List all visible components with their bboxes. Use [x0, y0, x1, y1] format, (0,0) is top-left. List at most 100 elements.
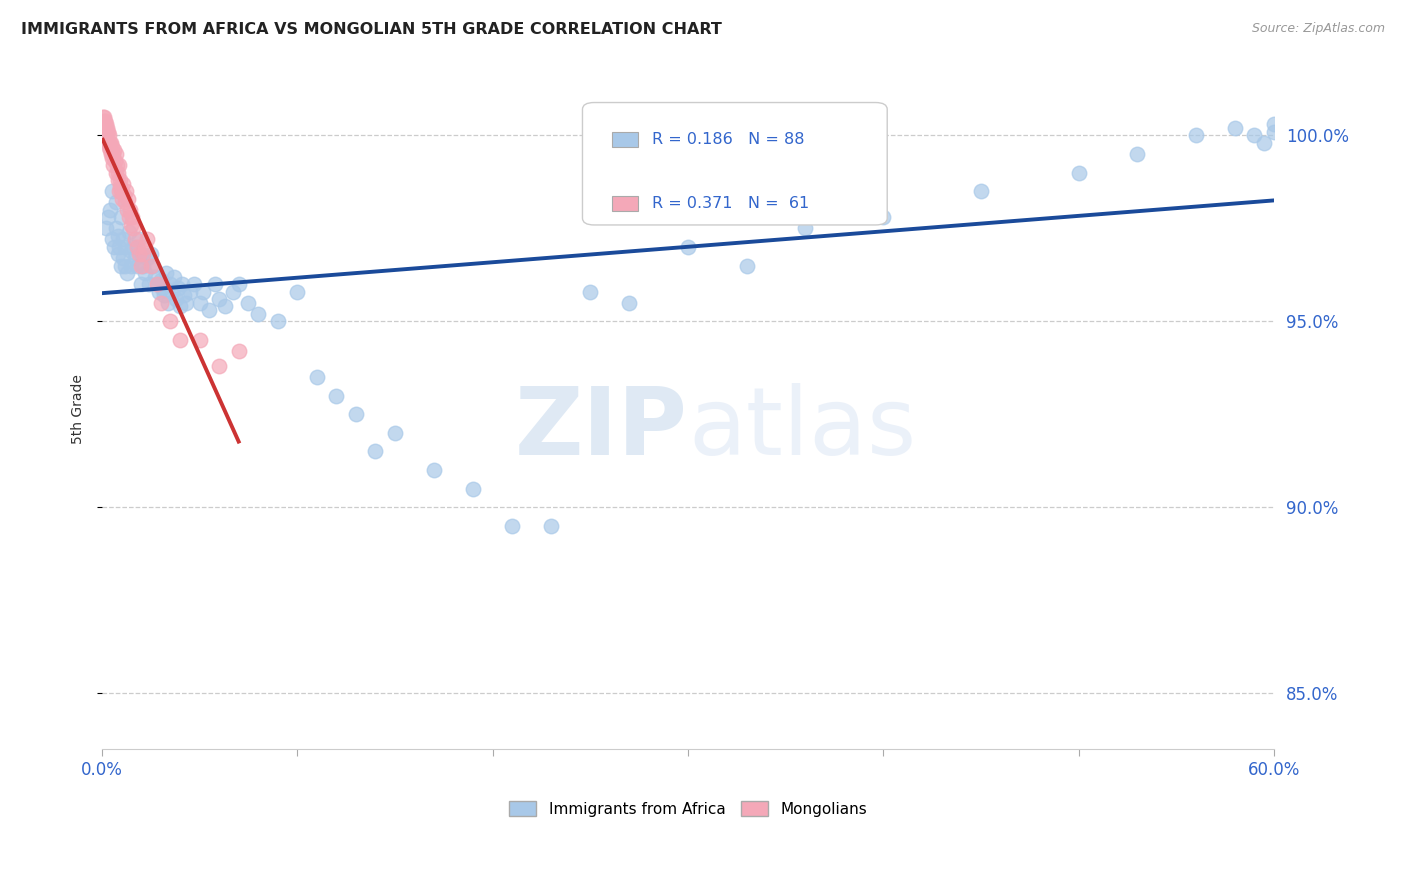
- Point: [100, 147, 122, 161]
- Point: [794, 221, 817, 235]
- FancyBboxPatch shape: [582, 103, 887, 225]
- Point: [110, 173, 132, 187]
- Point: [100, 184, 122, 198]
- Point: [153, 288, 176, 302]
- Point: [132, 259, 155, 273]
- Point: [132, 247, 155, 261]
- Point: [96, 120, 118, 135]
- Point: [204, 277, 226, 291]
- Point: [97, 210, 120, 224]
- Point: [540, 518, 562, 533]
- Point: [115, 184, 138, 198]
- Point: [247, 307, 270, 321]
- Text: R = 0.371   N =  61: R = 0.371 N = 61: [651, 195, 808, 211]
- Point: [138, 277, 160, 291]
- Point: [98, 143, 121, 157]
- Point: [501, 518, 523, 533]
- Point: [1253, 136, 1275, 150]
- Point: [108, 240, 131, 254]
- Point: [170, 277, 193, 291]
- Point: [107, 173, 129, 187]
- Point: [1067, 165, 1090, 179]
- Point: [112, 177, 135, 191]
- Point: [93, 110, 115, 124]
- Point: [108, 180, 131, 194]
- Point: [163, 269, 186, 284]
- Point: [101, 139, 124, 153]
- Point: [100, 136, 122, 150]
- Point: [461, 482, 484, 496]
- Point: [104, 154, 127, 169]
- Point: [120, 244, 142, 258]
- Point: [124, 251, 146, 265]
- Point: [103, 240, 125, 254]
- Point: [104, 195, 127, 210]
- Point: [107, 184, 129, 198]
- Point: [103, 143, 125, 157]
- Text: R = 0.186   N = 88: R = 0.186 N = 88: [651, 132, 804, 147]
- Point: [222, 285, 245, 299]
- Point: [104, 221, 127, 235]
- Point: [91, 110, 114, 124]
- Point: [228, 343, 250, 358]
- Point: [173, 288, 195, 302]
- Point: [103, 158, 125, 172]
- Point: [100, 151, 122, 165]
- Point: [134, 266, 156, 280]
- Text: atlas: atlas: [688, 383, 917, 475]
- Point: [1223, 120, 1246, 135]
- Y-axis label: 5th Grade: 5th Grade: [72, 374, 86, 443]
- Point: [135, 232, 157, 246]
- Point: [110, 259, 132, 273]
- Point: [134, 240, 156, 254]
- Point: [1243, 128, 1265, 143]
- Point: [114, 259, 136, 273]
- Point: [117, 266, 139, 280]
- Point: [1263, 117, 1285, 131]
- Point: [1126, 147, 1149, 161]
- Point: [124, 232, 146, 246]
- Point: [145, 277, 167, 291]
- Point: [169, 299, 191, 313]
- Point: [149, 295, 172, 310]
- Point: [94, 221, 117, 235]
- Point: [128, 247, 150, 261]
- Point: [107, 228, 129, 243]
- Point: [159, 277, 181, 291]
- Point: [120, 202, 142, 217]
- Point: [676, 240, 699, 254]
- Point: [160, 285, 183, 299]
- Point: [94, 117, 117, 131]
- Point: [423, 463, 446, 477]
- Point: [108, 158, 131, 172]
- Point: [155, 266, 177, 280]
- Point: [125, 259, 148, 273]
- Point: [208, 292, 231, 306]
- Point: [179, 285, 201, 299]
- Point: [112, 232, 135, 246]
- Point: [285, 285, 308, 299]
- Point: [208, 359, 231, 373]
- Point: [167, 281, 190, 295]
- Point: [101, 147, 124, 161]
- Point: [129, 259, 152, 273]
- Text: IMMIGRANTS FROM AFRICA VS MONGOLIAN 5TH GRADE CORRELATION CHART: IMMIGRANTS FROM AFRICA VS MONGOLIAN 5TH …: [21, 22, 721, 37]
- Point: [129, 277, 152, 291]
- Point: [112, 187, 135, 202]
- Point: [152, 281, 174, 295]
- Point: [165, 292, 187, 306]
- Point: [149, 273, 172, 287]
- Point: [114, 195, 136, 210]
- Point: [125, 240, 148, 254]
- Point: [228, 277, 250, 291]
- FancyBboxPatch shape: [612, 195, 637, 211]
- Point: [325, 388, 347, 402]
- Point: [148, 285, 170, 299]
- Point: [384, 425, 406, 440]
- Point: [104, 165, 127, 179]
- Point: [970, 184, 993, 198]
- Point: [93, 113, 115, 128]
- Point: [1185, 128, 1208, 143]
- Point: [118, 210, 141, 224]
- Point: [364, 444, 387, 458]
